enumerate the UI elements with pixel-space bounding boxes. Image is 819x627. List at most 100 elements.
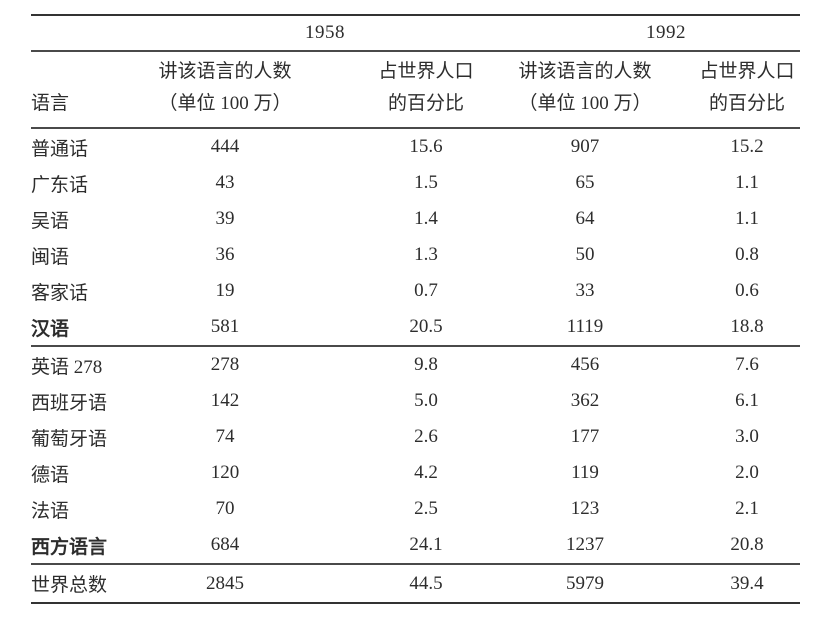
language-name: 法语 bbox=[31, 500, 70, 522]
table-cell: 278 bbox=[210, 354, 240, 375]
language-name: 闽语 bbox=[31, 246, 70, 268]
column-header-line: 语言 bbox=[31, 93, 70, 114]
table-cell: 70 bbox=[215, 498, 235, 519]
table-row: 德语 120 4.2 119 2.0 bbox=[31, 455, 800, 491]
table-cell: 1.3 bbox=[414, 244, 438, 265]
table-cell: 1.4 bbox=[414, 208, 438, 229]
table-cell: 3.0 bbox=[735, 426, 759, 447]
table-row-western-subtotal: 西方语言 684 24.1 1237 20.8 bbox=[31, 527, 800, 563]
table-cell: 907 bbox=[570, 136, 600, 157]
table-row: 吴语 39 1.4 64 1.1 bbox=[31, 201, 800, 237]
table-row: 广东话 43 1.5 65 1.1 bbox=[31, 165, 800, 201]
language-name: 客家话 bbox=[31, 282, 89, 304]
language-name: 吴语 bbox=[31, 210, 70, 232]
table-cell: 456 bbox=[570, 354, 600, 375]
table-row: 法语 70 2.5 123 2.1 bbox=[31, 491, 800, 527]
table-cell: 1.5 bbox=[414, 172, 438, 193]
table-cell: 39.4 bbox=[730, 572, 764, 594]
table-cell: 2.5 bbox=[414, 498, 438, 519]
column-header-row: 语言 讲该语言的人数 （单位 100 万） 占世界人口 的百分比 讲该语言的人数… bbox=[31, 52, 800, 127]
table-cell: 581 bbox=[210, 316, 240, 337]
language-statistics-table: 1958 1992 语言 讲该语言的人数 （单位 100 万） 占世界人口 的百… bbox=[31, 14, 800, 604]
chinese-group-divider-rule bbox=[31, 345, 800, 347]
table-cell: 36 bbox=[215, 244, 235, 265]
table-cell: 44.5 bbox=[409, 572, 443, 594]
table-row-chinese-subtotal: 汉语 581 20.5 1119 18.8 bbox=[31, 309, 800, 345]
table-cell: 7.6 bbox=[735, 354, 759, 375]
table-cell: 120 bbox=[210, 462, 240, 483]
language-name: 世界总数 bbox=[31, 575, 108, 596]
table-cell: 2.1 bbox=[735, 498, 759, 519]
table-cell: 1119 bbox=[566, 316, 604, 337]
table-bottom-rule bbox=[31, 602, 800, 604]
table-cell: 18.8 bbox=[730, 316, 764, 337]
table-cell: 9.8 bbox=[414, 354, 438, 375]
table-cell: 20.8 bbox=[730, 534, 764, 555]
column-header-line: （单位 100 万） bbox=[518, 93, 652, 114]
language-name: 葡萄牙语 bbox=[31, 428, 108, 450]
table-cell: 444 bbox=[210, 136, 240, 157]
table-cell: 2845 bbox=[206, 572, 244, 594]
table-cell: 362 bbox=[570, 390, 600, 411]
table-row: 葡萄牙语 74 2.6 177 3.0 bbox=[31, 419, 800, 455]
language-name: 西方语言 bbox=[31, 536, 108, 558]
language-name: 汉语 bbox=[31, 318, 70, 340]
column-header-speakers-1958: 讲该语言的人数 （单位 100 万） bbox=[74, 52, 376, 127]
table-cell: 177 bbox=[570, 426, 600, 447]
year-group-header-row: 1958 1992 bbox=[31, 16, 800, 50]
column-header-line: 讲该语言的人数 bbox=[158, 61, 292, 82]
table-cell: 119 bbox=[571, 462, 599, 483]
column-header-line: 讲该语言的人数 bbox=[518, 61, 652, 82]
western-group-divider-rule bbox=[31, 563, 800, 565]
table-cell: 74 bbox=[215, 426, 235, 447]
column-header-line: 占世界人口 bbox=[378, 61, 474, 82]
table-cell: 50 bbox=[575, 244, 595, 265]
table-cell: 24.1 bbox=[409, 534, 443, 555]
header-bottom-rule bbox=[31, 127, 800, 129]
table-row: 英语 278 278 9.8 456 7.6 bbox=[31, 347, 800, 383]
year-1958-header: 1958 bbox=[305, 22, 345, 43]
table-cell: 0.8 bbox=[735, 244, 759, 265]
table-cell: 43 bbox=[215, 172, 235, 193]
table-cell: 2.6 bbox=[414, 426, 438, 447]
table-cell: 20.5 bbox=[409, 316, 443, 337]
column-header-percent-1992: 占世界人口 的百分比 bbox=[694, 52, 800, 127]
column-header-line: 的百分比 bbox=[708, 93, 785, 114]
table-cell: 1.1 bbox=[735, 208, 759, 229]
column-header-line: 的百分比 bbox=[387, 93, 464, 114]
year-group-divider-rule bbox=[31, 50, 800, 52]
language-name: 普通话 bbox=[31, 138, 89, 160]
table-cell: 19 bbox=[215, 280, 235, 301]
table-row: 普通话 444 15.6 907 15.2 bbox=[31, 129, 800, 165]
language-name: 英语 278 bbox=[31, 356, 103, 378]
table-cell: 15.2 bbox=[730, 136, 764, 157]
table-cell: 123 bbox=[570, 498, 600, 519]
table-cell: 0.6 bbox=[735, 280, 759, 301]
table-cell: 5979 bbox=[566, 572, 604, 594]
table-row-world-total: 世界总数 2845 44.5 5979 39.4 bbox=[31, 565, 800, 602]
table-row: 西班牙语 142 5.0 362 6.1 bbox=[31, 383, 800, 419]
column-header-language: 语言 bbox=[31, 52, 74, 127]
column-header-speakers-1992: 讲该语言的人数 （单位 100 万） bbox=[476, 52, 694, 127]
table-cell: 0.7 bbox=[414, 280, 438, 301]
table-cell: 64 bbox=[575, 208, 595, 229]
language-name: 西班牙语 bbox=[31, 392, 108, 414]
table-cell: 2.0 bbox=[735, 462, 759, 483]
table-row: 闽语 36 1.3 50 0.8 bbox=[31, 237, 800, 273]
table-cell: 6.1 bbox=[735, 390, 759, 411]
table-cell: 1237 bbox=[566, 534, 604, 555]
language-name: 广东话 bbox=[31, 174, 89, 196]
table-cell: 65 bbox=[575, 172, 595, 193]
column-header-percent-1958: 占世界人口 的百分比 bbox=[376, 52, 476, 127]
table-cell: 4.2 bbox=[414, 462, 438, 483]
column-header-line: 占世界人口 bbox=[699, 61, 795, 82]
table-row: 客家话 19 0.7 33 0.6 bbox=[31, 273, 800, 309]
year-1992-header: 1992 bbox=[646, 22, 686, 43]
table-cell: 1.1 bbox=[735, 172, 759, 193]
table-cell: 142 bbox=[210, 390, 240, 411]
column-header-line: （单位 100 万） bbox=[158, 93, 292, 114]
table-cell: 33 bbox=[575, 280, 595, 301]
table-cell: 684 bbox=[210, 534, 240, 555]
table-cell: 39 bbox=[215, 208, 235, 229]
language-name: 德语 bbox=[31, 464, 70, 486]
